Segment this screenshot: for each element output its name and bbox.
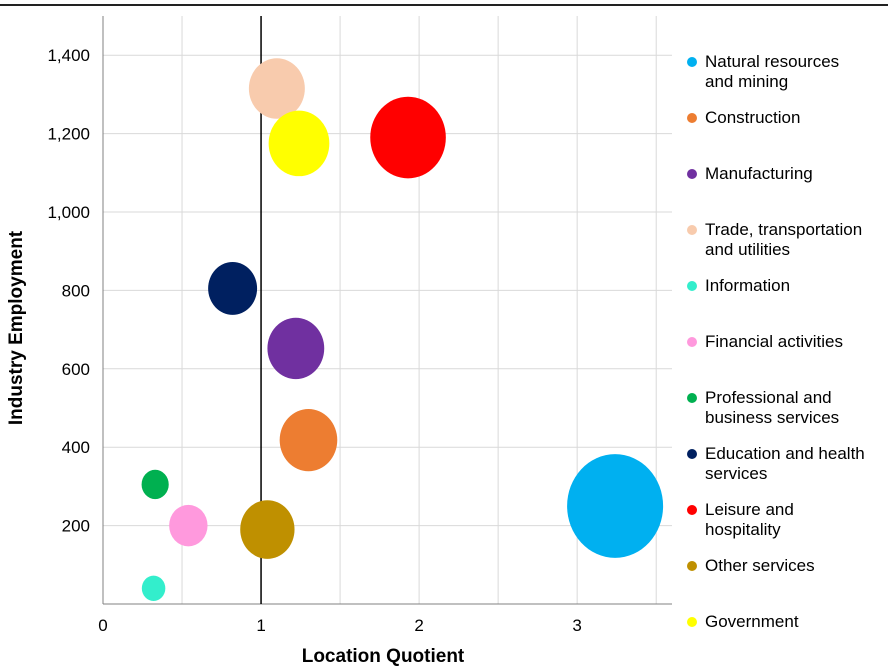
legend-label: Manufacturing xyxy=(705,164,813,183)
x-tick-label: 1 xyxy=(256,616,265,635)
legend-item: Information xyxy=(687,276,888,296)
bubble-point: Leisure and hospitality xyxy=(370,96,446,179)
y-tick-label: 1,400 xyxy=(47,46,90,65)
legend-label: Professional and business services xyxy=(705,388,840,427)
legend-item: Manufacturing xyxy=(687,164,888,184)
y-tick-label: 600 xyxy=(62,360,90,379)
y-tick-label: 1,200 xyxy=(47,125,90,144)
legend-item: Education and health services xyxy=(687,444,888,484)
legend-item: Natural resources and mining xyxy=(687,52,888,92)
legend-marker-icon xyxy=(687,561,697,571)
bubble-point: Trade, transportation and utilities xyxy=(248,58,305,119)
legend-label: Trade, transportation and utilities xyxy=(705,220,863,259)
bubble-point: Construction xyxy=(279,409,338,472)
legend-label: Education and health services xyxy=(705,444,865,483)
bubble-point: Financial activities xyxy=(169,504,208,547)
legend-label: Natural resources and mining xyxy=(705,52,840,91)
y-tick-label: 400 xyxy=(62,438,90,457)
legend-marker-icon xyxy=(687,505,697,515)
bubble-point: Other services xyxy=(240,500,295,559)
y-tick-label: 800 xyxy=(62,281,90,300)
legend-item: Financial activities xyxy=(687,332,888,352)
bubble-point: Manufacturing xyxy=(267,317,325,380)
legend-label: Other services xyxy=(705,556,815,575)
legend-marker-icon xyxy=(687,113,697,123)
y-axis-label: Industry Employment xyxy=(6,230,27,425)
legend-item: Leisure and hospitality xyxy=(687,500,888,540)
x-tick-label: 2 xyxy=(414,616,423,635)
x-tick-label: 0 xyxy=(98,616,107,635)
legend-marker-icon xyxy=(687,337,697,347)
x-tick-label: 3 xyxy=(572,616,581,635)
legend-marker-icon xyxy=(687,393,697,403)
legend-marker-icon xyxy=(687,281,697,291)
top-border-line xyxy=(0,4,888,6)
bubble-point: Natural resources and mining xyxy=(567,454,664,558)
legend-item: Construction xyxy=(687,108,888,128)
legend-label: Government xyxy=(705,612,799,631)
legend-label: Financial activities xyxy=(705,332,843,351)
bubble-point: Education and health services xyxy=(208,262,258,315)
legend-item: Professional and business services xyxy=(687,388,888,428)
legend-marker-icon xyxy=(687,617,697,627)
x-axis-label: Location Quotient xyxy=(302,646,465,667)
legend-item: Other services xyxy=(687,556,888,576)
y-tick-label: 1,000 xyxy=(47,203,90,222)
legend-marker-icon xyxy=(687,449,697,459)
legend-marker-icon xyxy=(687,169,697,179)
legend-marker-icon xyxy=(687,225,697,235)
legend-item: Trade, transportation and utilities xyxy=(687,220,888,260)
legend-item: Government xyxy=(687,612,888,632)
bubble-point: Information xyxy=(141,575,166,602)
legend-marker-icon xyxy=(687,57,697,67)
tick-labels: 0 1 2 3 200 400 600 800 1,000 1,200 1,400 xyxy=(47,46,581,635)
legend-label: Information xyxy=(705,276,791,295)
bubble-point: Professional and business services xyxy=(141,469,169,500)
y-tick-label: 200 xyxy=(62,517,90,536)
bubbles: Natural resources and mining Construction… xyxy=(141,58,664,602)
bubble-point: Government xyxy=(268,110,330,177)
legend-label: Construction xyxy=(705,108,801,127)
legend-label: Leisure and hospitality xyxy=(705,500,794,539)
